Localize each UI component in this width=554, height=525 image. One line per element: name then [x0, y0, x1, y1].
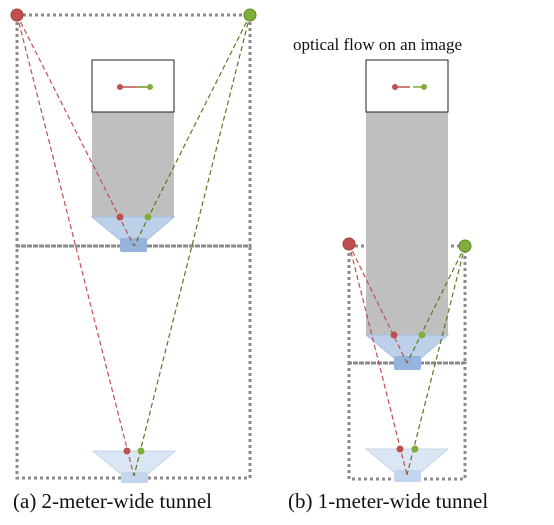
sightline-b-red-near — [348, 243, 408, 364]
sightline-a-red-far — [16, 14, 135, 477]
caption-panel-a: (a) 2-meter-wide tunnel — [13, 489, 212, 513]
projection-b-far-green — [411, 445, 419, 453]
tunnel-a-lower-box — [15, 244, 252, 480]
tunnel-a-upper-box — [15, 13, 252, 248]
camera-a-near-lens — [90, 216, 176, 241]
sightline-b-green-near — [406, 245, 466, 364]
sightline-a-green-near — [133, 14, 251, 247]
camera-a-far-lens — [91, 450, 177, 475]
image-box-b — [365, 59, 449, 113]
world-point-b-red — [342, 237, 356, 251]
sightline-b-green-far — [406, 245, 466, 476]
projection-a-far-green — [137, 447, 145, 455]
camera-a-far-body — [121, 472, 148, 483]
caption-panel-b: (b) 1-meter-wide tunnel — [288, 489, 489, 513]
panel-a — [10, 8, 257, 483]
world-point-a-red — [10, 8, 24, 22]
flow-start-point-b — [392, 84, 398, 90]
flow-end-point-b — [421, 84, 427, 90]
panel-b — [342, 59, 472, 482]
world-point-b-green — [458, 239, 472, 253]
projection-b-near-red — [390, 331, 398, 339]
projection-a-near-green — [144, 213, 152, 221]
projection-b-near-green — [418, 331, 426, 339]
flow-start-point-a — [117, 84, 123, 90]
camera-b-near-lens — [364, 334, 450, 359]
sightline-a-red-near — [16, 14, 135, 247]
image-column-b — [366, 112, 448, 336]
world-point-a-green — [243, 8, 257, 22]
camera-b-far-body — [394, 470, 421, 482]
flow-end-point-a — [147, 84, 153, 90]
sightline-a-green-far — [133, 14, 251, 477]
optical-flow-label: optical flow on an image — [293, 35, 463, 54]
image-column-a — [92, 112, 174, 218]
image-box-a — [91, 59, 175, 113]
projection-a-near-red — [116, 213, 124, 221]
projection-a-far-red — [123, 447, 131, 455]
projection-b-far-red — [396, 445, 404, 453]
camera-b-far-lens — [364, 448, 450, 473]
